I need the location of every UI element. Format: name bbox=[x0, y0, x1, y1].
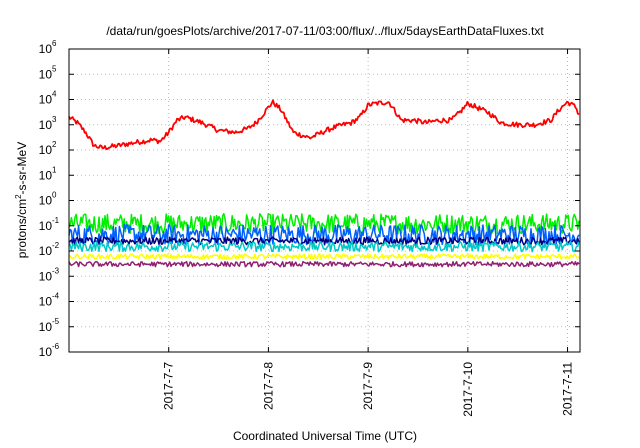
x-axis-label: Coordinated Universal Time (UTC) bbox=[233, 429, 417, 443]
y-axis-label: protons/cm2-s-sr-MeV bbox=[14, 142, 29, 258]
y-tick-label: 10 bbox=[39, 143, 53, 157]
grid-lines bbox=[69, 49, 580, 352]
series-line bbox=[68, 253, 580, 260]
y-tick-exponent: 6 bbox=[52, 39, 57, 48]
y-tick-label: 10 bbox=[39, 295, 53, 309]
y-axis-ticks: 10 -610 -510 -410 -310 -210 -110 010 110 210 310 41… bbox=[39, 39, 580, 359]
x-tick-label: 2017-7-11 bbox=[561, 362, 575, 416]
y-tick-base: 10 bbox=[39, 320, 53, 334]
y-label-post: -s-sr-MeV bbox=[15, 142, 29, 195]
series-line bbox=[68, 212, 580, 235]
y-tick-base: 10 bbox=[39, 67, 53, 81]
y-tick-exponent: 1 bbox=[52, 165, 57, 174]
y-tick-label: 10 bbox=[39, 320, 53, 334]
y-tick-exponent: 5 bbox=[52, 64, 57, 73]
y-tick-exponent: 3 bbox=[52, 115, 57, 124]
y-tick-exponent: -2 bbox=[52, 241, 60, 250]
y-tick-base: 10 bbox=[39, 194, 53, 208]
y-tick-label: 10 bbox=[39, 219, 53, 233]
y-tick-base: 10 bbox=[39, 118, 53, 132]
y-tick-label: 10 bbox=[39, 345, 53, 359]
y-tick-exponent: 2 bbox=[52, 140, 57, 149]
y-tick-label: 10 bbox=[39, 168, 53, 182]
y-tick-exponent: -3 bbox=[52, 266, 60, 275]
x-axis-ticks: 2017-7-7 2017-7-8 2017-7-9 2017-7-10 2017-7-… bbox=[162, 49, 575, 417]
y-label-pre: protons/cm bbox=[15, 199, 29, 258]
x-tick-label: 2017-7-8 bbox=[261, 362, 275, 410]
y-tick-base: 10 bbox=[39, 269, 53, 283]
y-tick-label: 10 bbox=[39, 42, 53, 56]
y-tick-base: 10 bbox=[39, 295, 53, 309]
y-tick-label: 10 bbox=[39, 93, 53, 107]
y-tick-exponent: -5 bbox=[52, 317, 60, 326]
series-line bbox=[68, 236, 580, 246]
x-tick-label: 2017-7-7 bbox=[162, 362, 176, 410]
y-label-sup: 2 bbox=[14, 194, 23, 199]
y-tick-base: 10 bbox=[39, 143, 53, 157]
y-tick-base: 10 bbox=[39, 42, 53, 56]
y-tick-base: 10 bbox=[39, 219, 53, 233]
y-tick-exponent: 4 bbox=[52, 90, 57, 99]
series-line bbox=[68, 240, 580, 253]
y-tick-exponent: -4 bbox=[52, 292, 60, 301]
y-tick-exponent: 0 bbox=[52, 191, 57, 200]
x-tick-label: 2017-7-9 bbox=[361, 362, 375, 410]
y-tick-label: 10 bbox=[39, 244, 53, 258]
y-tick-label: 10 bbox=[39, 194, 53, 208]
y-tick-label: 10 bbox=[39, 118, 53, 132]
x-tick-label: 2017-7-10 bbox=[461, 362, 475, 417]
y-tick-exponent: -6 bbox=[52, 342, 60, 351]
y-tick-base: 10 bbox=[39, 244, 53, 258]
series-line bbox=[68, 223, 580, 246]
y-tick-base: 10 bbox=[39, 168, 53, 182]
y-tick-base: 10 bbox=[39, 345, 53, 359]
chart-title: /data/run/goesPlots/archive/2017-07-11/0… bbox=[106, 24, 544, 38]
y-tick-label: 10 bbox=[39, 67, 53, 81]
data-series bbox=[68, 99, 580, 268]
y-tick-label: 10 bbox=[39, 269, 53, 283]
y-tick-base: 10 bbox=[39, 93, 53, 107]
series-line bbox=[68, 260, 580, 268]
y-tick-exponent: -1 bbox=[52, 216, 60, 225]
series-line bbox=[68, 99, 580, 151]
